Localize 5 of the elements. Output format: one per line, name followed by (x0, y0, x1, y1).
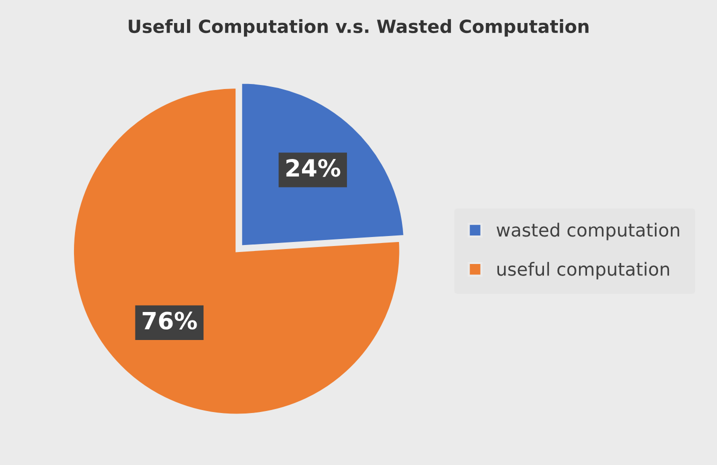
legend-label: wasted computation (496, 222, 680, 240)
legend-label: useful computation (497, 262, 670, 280)
data-label: 76% (142, 312, 197, 330)
data-label: 24% (286, 158, 340, 177)
chart-title: Useful Computation v.s. Wasted Computation (128, 19, 588, 37)
